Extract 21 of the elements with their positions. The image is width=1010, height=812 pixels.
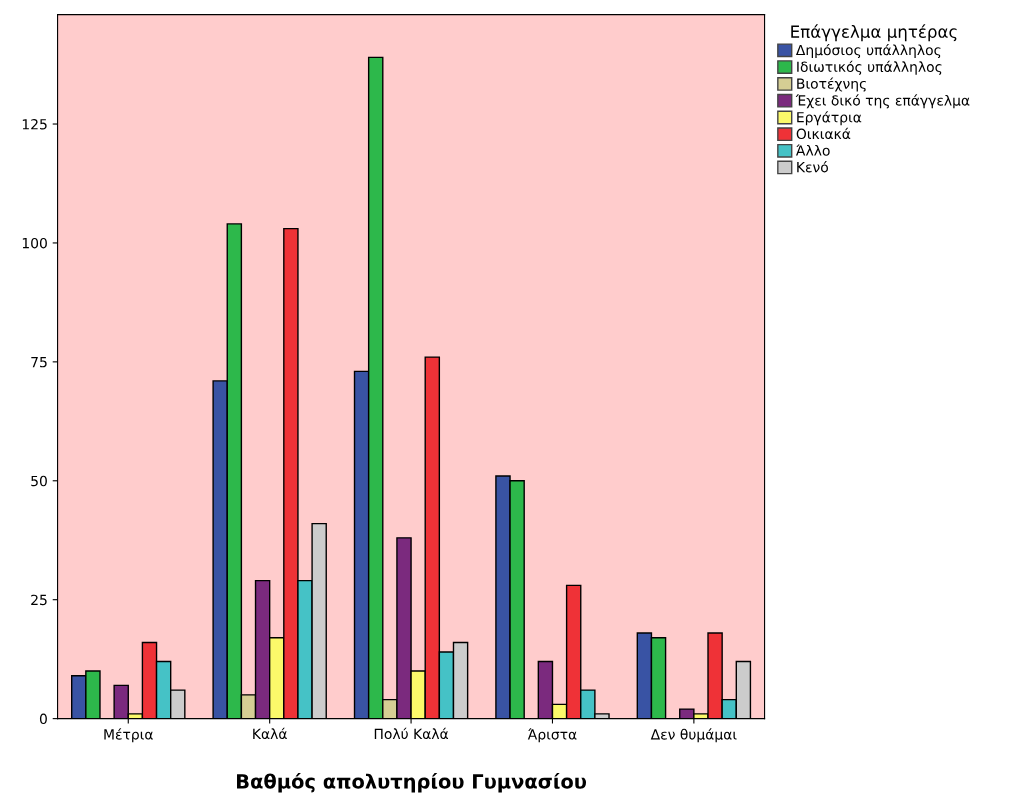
y-tick-label: 50: [31, 475, 47, 487]
legend-label: Οικιακά: [796, 127, 851, 140]
y-tick-label: 100: [22, 237, 47, 249]
legend-label: Άλλο: [795, 144, 830, 156]
x-tick-label: Δεν θυμάμαι: [650, 728, 737, 743]
x-tick-label: Άριστα: [527, 728, 577, 743]
legend-label: Κενό: [797, 161, 828, 173]
x-tick-label: Καλά: [253, 727, 287, 740]
y-tick-label: 125: [22, 118, 47, 130]
legend-label: Βιοτέχνης: [797, 77, 866, 92]
legend-title: Επάγγελμα μητέρας: [791, 24, 957, 42]
x-axis-title: Βαθμός απολυτηρίου Γυμνασίου: [237, 772, 587, 793]
y-tick-label: 25: [31, 594, 47, 606]
legend-label: Δημόσιος υπάλληλος: [795, 43, 941, 58]
legend-label: Ιδιωτικός υπάλληλος: [797, 60, 942, 75]
x-tick-label: Μέτρια: [104, 728, 153, 743]
legend-label: Έχει δικό της επάγγελμα: [795, 94, 970, 109]
y-tick-label: 0: [39, 713, 47, 725]
legend-label: Εργάτρια: [797, 111, 862, 126]
x-tick-label: Πολύ Καλά: [374, 727, 449, 740]
y-tick-label: 75: [31, 357, 47, 368]
